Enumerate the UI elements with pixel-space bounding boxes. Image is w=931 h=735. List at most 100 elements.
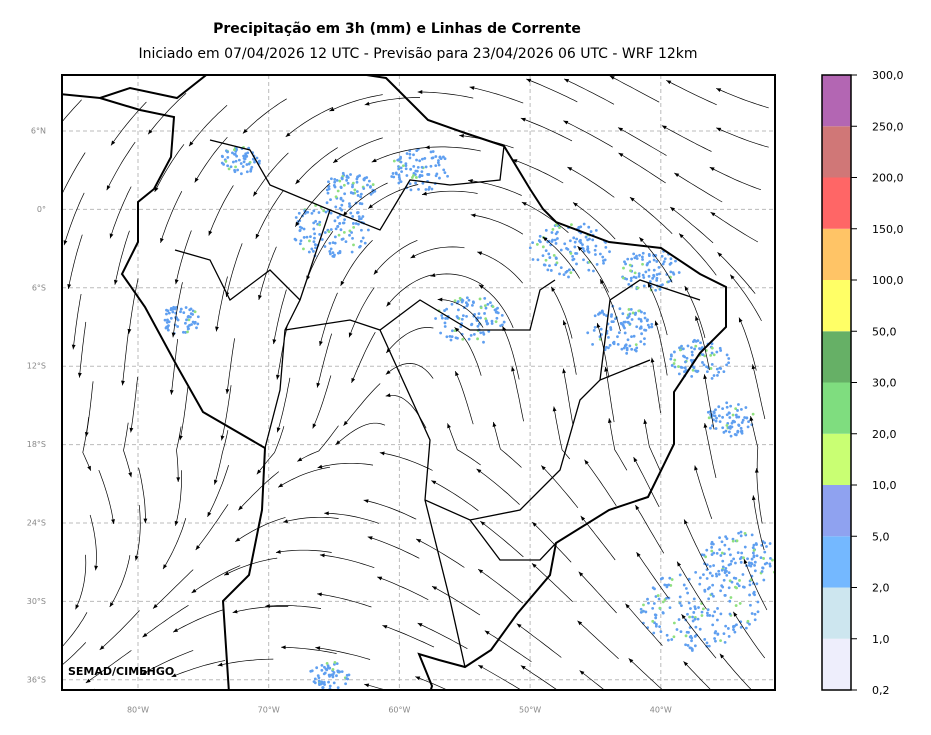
rain-dot: [768, 564, 772, 568]
rain-dot: [598, 311, 602, 315]
rain-dot: [656, 594, 660, 597]
rain-dot: [167, 320, 171, 324]
rain-dot: [743, 532, 747, 535]
rain-dot: [584, 235, 588, 239]
rain-dot: [655, 260, 659, 263]
rain-dot: [227, 167, 231, 171]
rain-dot: [653, 587, 656, 591]
streamline-arrow: [551, 286, 556, 292]
streamline: [644, 419, 662, 473]
rain-dot: [182, 330, 185, 334]
streamline-arrow: [562, 320, 567, 326]
rain-dot: [768, 562, 772, 566]
streamline: [332, 137, 383, 164]
streamline-arrow: [379, 451, 385, 456]
streamline-arrow: [272, 339, 277, 345]
rain-dot: [357, 222, 360, 226]
rain-dot: [624, 262, 627, 266]
rain-dot: [312, 249, 315, 253]
rain-dot: [644, 270, 648, 274]
rain-dot: [628, 322, 632, 326]
rain-dot: [336, 670, 340, 674]
rain-dot: [721, 559, 725, 563]
rain-dot: [408, 182, 412, 186]
streamline: [605, 366, 615, 423]
rain-dot: [733, 585, 737, 589]
rain-dot: [528, 246, 532, 250]
rain-dot: [763, 541, 767, 545]
rain-dot: [581, 247, 585, 251]
streamline-arrow: [654, 320, 659, 326]
streamline: [617, 127, 667, 156]
rain-dot: [327, 666, 330, 670]
rain-dot: [167, 324, 170, 328]
rain-dot: [334, 205, 338, 209]
rain-dot: [410, 176, 414, 179]
rain-dot: [631, 311, 635, 315]
streamline: [470, 214, 524, 235]
streamline: [138, 467, 146, 524]
rain-dot: [355, 190, 359, 193]
rain-dot: [670, 578, 674, 581]
rain-dot: [554, 242, 558, 245]
rain-dot: [670, 364, 674, 367]
streamline: [226, 338, 235, 394]
rain-dot: [652, 253, 656, 257]
rain-dot: [460, 332, 464, 336]
rain-dot: [573, 245, 577, 249]
rain-dot: [710, 362, 714, 366]
colorbar-label: 30,0: [872, 377, 897, 390]
streamline-arrow: [430, 273, 436, 277]
streamline-arrow: [717, 252, 723, 257]
rain-dot: [633, 271, 637, 275]
rain-dot: [629, 269, 632, 273]
rain-dot: [343, 192, 347, 196]
rain-dot: [323, 245, 327, 248]
rain-dot: [722, 632, 726, 636]
streamline: [417, 622, 468, 650]
streamline: [629, 196, 673, 234]
rain-dot: [622, 266, 625, 270]
streamline: [521, 201, 569, 233]
rain-dot: [443, 171, 447, 174]
rain-dot: [690, 346, 693, 350]
rain-dot: [712, 594, 715, 598]
title: Precipitação em 3h (mm) e Linhas de Corr…: [213, 21, 581, 37]
streamline-arrow: [329, 107, 335, 112]
streamline-arrow: [171, 332, 176, 338]
streamline: [109, 555, 131, 608]
rain-dot: [617, 331, 621, 335]
rain-dot: [351, 222, 355, 225]
rain-dot: [472, 333, 476, 336]
streamline-arrow: [476, 468, 482, 474]
rain-dot: [220, 154, 224, 158]
rain-dot: [324, 210, 328, 214]
rain-dot: [348, 205, 351, 208]
rain-dot: [548, 264, 551, 268]
rain-dot: [575, 237, 579, 241]
streamline: [152, 569, 194, 609]
colorbar-label: 50,0: [872, 325, 897, 338]
rain-dot: [226, 156, 230, 159]
rain-dot: [602, 261, 605, 265]
streamline: [577, 245, 609, 293]
streamlines: [62, 75, 769, 690]
rain-dot: [668, 606, 672, 610]
rain-dot: [356, 175, 360, 179]
rain-dot: [486, 302, 490, 306]
streamline-arrow: [552, 406, 557, 412]
rain-dot: [639, 340, 643, 344]
rain-dot: [674, 259, 677, 263]
streamline-arrow: [516, 623, 522, 628]
rain-dot: [297, 211, 301, 215]
rain-dot: [431, 150, 435, 153]
streamline: [351, 332, 376, 383]
rain-dot: [652, 273, 656, 277]
rain-dot: [427, 188, 431, 191]
streamline-arrow: [113, 279, 118, 285]
rain-dot: [723, 568, 727, 572]
rain-dot: [637, 272, 641, 275]
streamline-arrow: [480, 521, 486, 526]
rain-dot: [601, 255, 605, 259]
rain-dot: [404, 162, 408, 166]
